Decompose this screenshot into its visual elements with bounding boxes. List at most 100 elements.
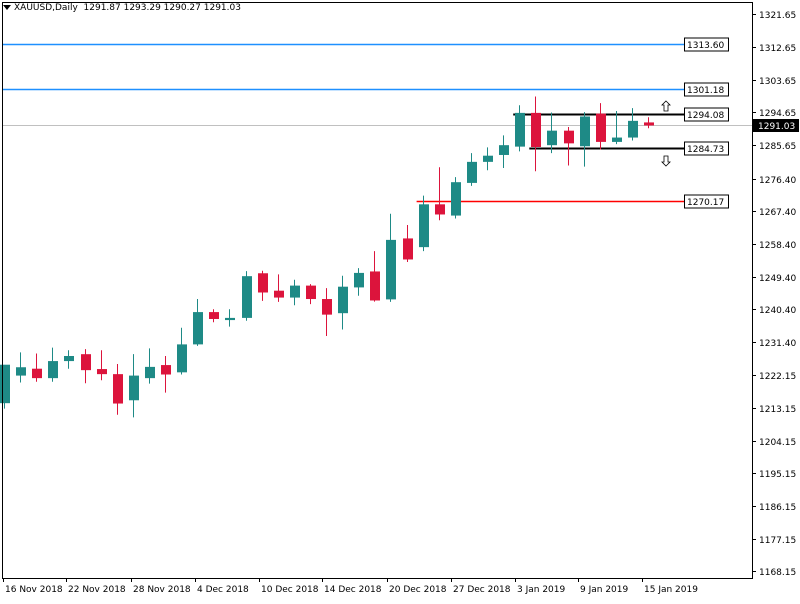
- candle-body: [596, 113, 606, 142]
- bearish-candle[interactable]: [274, 274, 284, 302]
- down-arrow-icon[interactable]: [661, 155, 671, 167]
- candle-body: [193, 312, 203, 345]
- chart-header: XAUUSD,Daily 1291.87 1293.29 1290.27 129…: [3, 3, 241, 13]
- candle-body: [467, 161, 477, 183]
- candle-body: [580, 116, 590, 147]
- level-label[interactable]: 1301.18: [684, 82, 729, 97]
- bullish-candle[interactable]: [612, 111, 622, 145]
- bullish-candle[interactable]: [467, 153, 477, 186]
- bullish-candle[interactable]: [483, 147, 493, 171]
- bearish-candle[interactable]: [564, 127, 574, 166]
- candle-body: [81, 354, 91, 371]
- level-label[interactable]: 1270.17: [684, 194, 729, 209]
- bearish-candle[interactable]: [32, 353, 42, 382]
- bearish-candle[interactable]: [531, 96, 541, 172]
- candle-body: [209, 312, 219, 319]
- candle-body: [274, 290, 284, 298]
- bullish-candle[interactable]: [145, 348, 155, 384]
- level-label-text: 1270.17: [687, 198, 724, 208]
- y-tick-label: 1186.15: [759, 503, 796, 513]
- current-price-tag-text: 1291.03: [758, 122, 795, 132]
- y-tick-label: 1231.40: [759, 339, 796, 349]
- x-tick-label: 27 Dec 2018: [453, 585, 511, 595]
- bullish-candle[interactable]: [64, 350, 74, 369]
- bullish-candle[interactable]: [580, 112, 590, 167]
- plot-frame: [2, 2, 753, 579]
- symbol-label: XAUUSD,Daily: [14, 3, 78, 13]
- bearish-candle[interactable]: [81, 349, 91, 384]
- level-label-text: 1284.73: [687, 145, 724, 155]
- y-tick-label: 1195.15: [759, 470, 796, 480]
- candle-body: [547, 130, 557, 146]
- candle-body: [32, 368, 42, 379]
- y-tick-label: 1177.15: [759, 536, 796, 546]
- bullish-candle[interactable]: [48, 347, 58, 382]
- level-label[interactable]: 1313.60: [684, 37, 729, 52]
- current-price-tag: 1291.03: [753, 119, 799, 132]
- candle-body: [419, 204, 429, 248]
- bullish-candle[interactable]: [419, 195, 429, 252]
- bullish-candle[interactable]: [16, 352, 26, 383]
- bearish-candle[interactable]: [435, 167, 445, 221]
- bearish-candle[interactable]: [644, 117, 654, 129]
- y-tick-label: 1204.15: [759, 438, 796, 448]
- bullish-candle[interactable]: [628, 108, 638, 141]
- y-tick-label: 1222.15: [759, 372, 796, 382]
- bullish-candle[interactable]: [451, 177, 461, 219]
- up-arrow-icon[interactable]: [661, 100, 671, 112]
- bullish-candle[interactable]: [129, 354, 139, 418]
- bullish-candle[interactable]: [177, 327, 187, 375]
- y-tick-label: 1240.40: [759, 306, 796, 316]
- candle-body: [435, 204, 445, 215]
- level-label-text: 1301.18: [687, 86, 724, 96]
- candle-body: [483, 155, 493, 162]
- x-tick-label: 4 Dec 2018: [197, 585, 249, 595]
- bullish-candle[interactable]: [242, 271, 252, 321]
- x-tick-label: 15 Jan 2019: [644, 585, 698, 595]
- level-label[interactable]: 1284.73: [684, 141, 729, 156]
- bullish-candle[interactable]: [499, 135, 509, 169]
- dropdown-triangle-icon[interactable]: [3, 5, 11, 10]
- bearish-candle[interactable]: [322, 288, 332, 337]
- x-tick-label: 3 Jan 2019: [517, 585, 565, 595]
- level-label-box: [684, 141, 729, 156]
- x-tick-label: 16 Nov 2018: [5, 585, 63, 595]
- bullish-candle[interactable]: [290, 279, 300, 306]
- bullish-candle[interactable]: [225, 309, 235, 327]
- candle-body: [564, 130, 574, 144]
- candle-body: [338, 286, 348, 314]
- candle-body: [628, 120, 638, 138]
- x-tick-label: 10 Dec 2018: [261, 585, 319, 595]
- bullish-candle[interactable]: [193, 299, 203, 346]
- ohlc-values: 1291.87 1293.29 1290.27 1291.03: [83, 3, 241, 13]
- bullish-candle[interactable]: [515, 105, 525, 152]
- bullish-candle[interactable]: [547, 112, 557, 154]
- bullish-candle[interactable]: [386, 213, 396, 302]
- bearish-candle[interactable]: [97, 350, 107, 381]
- bearish-candle[interactable]: [306, 284, 316, 305]
- y-tick-label: 1312.65: [759, 44, 796, 54]
- x-tick-label: 22 Nov 2018: [68, 585, 126, 595]
- bullish-candle[interactable]: [338, 275, 348, 330]
- bearish-candle[interactable]: [403, 225, 413, 263]
- x-tick-label: 9 Jan 2019: [580, 585, 628, 595]
- candle-body: [499, 145, 509, 155]
- bearish-candle[interactable]: [370, 251, 380, 302]
- candle-body: [129, 375, 139, 401]
- bearish-candle[interactable]: [113, 363, 123, 415]
- bearish-candle[interactable]: [209, 309, 219, 323]
- y-tick-label: 1168.15: [759, 568, 796, 578]
- bullish-candle[interactable]: [354, 268, 364, 296]
- bearish-candle[interactable]: [596, 103, 606, 150]
- y-tick-label: 1258.40: [759, 241, 796, 251]
- bullish-candle[interactable]: [0, 364, 10, 409]
- candle-body: [515, 112, 525, 147]
- y-tick-label: 1267.40: [759, 208, 796, 218]
- level-label[interactable]: 1294.08: [684, 107, 729, 122]
- candle-body: [97, 369, 107, 375]
- candle-body: [161, 365, 171, 375]
- bearish-candle[interactable]: [258, 270, 268, 301]
- bearish-candle[interactable]: [161, 355, 171, 393]
